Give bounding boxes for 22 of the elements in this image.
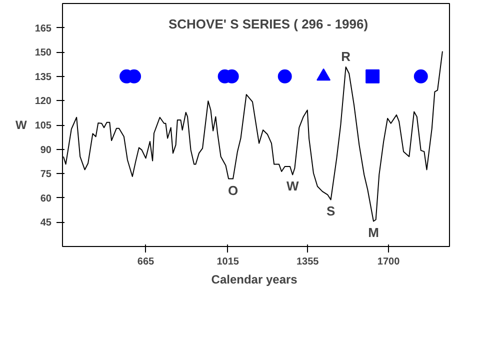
y-tick-label: 120 xyxy=(34,96,52,108)
x-tick-label: 1015 xyxy=(216,256,240,268)
y-tick-label: 105 xyxy=(34,120,52,132)
y-tick-label: 165 xyxy=(34,23,52,34)
x-axis-title: Calendar years xyxy=(211,272,298,286)
text: SCHOVE' S SERIES ( 296 - 1996) xyxy=(168,16,368,32)
y-tick-label: 90 xyxy=(40,144,52,156)
line-series xyxy=(62,50,443,222)
annotation: O xyxy=(228,182,238,198)
y-tick-label: 150 xyxy=(34,48,52,59)
annotation: S xyxy=(326,204,336,219)
x-tick-label: 665 xyxy=(137,256,155,268)
y-tick-label: 135 xyxy=(34,72,52,83)
y-tick-label: 45 xyxy=(40,218,52,229)
annotation: M xyxy=(368,225,379,240)
y-tick-label: 60 xyxy=(40,193,52,204)
annotation: R xyxy=(341,49,352,64)
y-axis-title: W xyxy=(15,118,28,132)
x-tick-label: 1700 xyxy=(377,256,400,268)
x-tick-label: 1355 xyxy=(296,256,320,268)
y-tick-label: 75 xyxy=(40,169,52,180)
annotation: W xyxy=(286,178,300,194)
